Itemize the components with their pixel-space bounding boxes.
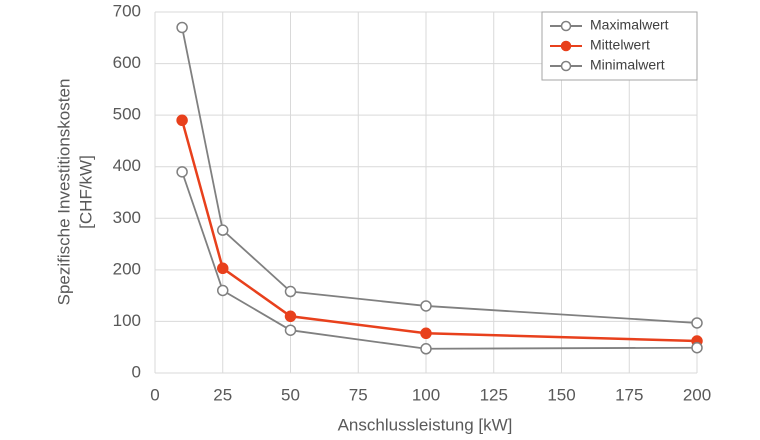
data-point — [691, 341, 703, 354]
x-tick-label: 100 — [412, 385, 440, 404]
data-point — [176, 166, 188, 178]
data-point — [420, 343, 432, 355]
plot — [176, 21, 703, 355]
y-tick-label: 0 — [132, 362, 141, 381]
x-axis-label: Anschlussleistung [kW] — [338, 415, 513, 434]
legend-label: Mittelwert — [590, 37, 650, 53]
series-line — [181, 171, 698, 350]
legend-marker — [560, 60, 572, 72]
y-tick-label: 700 — [113, 1, 141, 20]
y-tick-label: 400 — [113, 156, 141, 175]
x-tick-label: 0 — [150, 385, 159, 404]
series-line — [180, 119, 698, 343]
y-axis-label: [CHF/kW] — [76, 155, 95, 229]
x-tick-label: 50 — [281, 385, 300, 404]
data-point — [176, 21, 188, 34]
data-point — [284, 285, 297, 298]
legend-label: Maximalwert — [590, 17, 669, 33]
y-tick-label: 100 — [113, 311, 141, 330]
data-point — [284, 310, 297, 323]
data-point — [217, 224, 229, 236]
x-tick-label: 175 — [615, 385, 643, 404]
legend-marker — [560, 20, 572, 32]
y-tick-label: 200 — [113, 259, 141, 278]
y-tick-label: 500 — [113, 105, 141, 124]
data-point — [420, 300, 432, 312]
legend-marker — [560, 40, 572, 52]
x-tick-label: 200 — [683, 385, 711, 404]
data-point — [217, 284, 229, 297]
grid — [154, 11, 698, 374]
data-point — [420, 327, 432, 340]
y-tick-label: 600 — [113, 53, 141, 72]
data-point — [284, 324, 297, 336]
x-tick-label: 75 — [349, 385, 368, 404]
legend: Maximalwert Mittelwert Minimalwert — [541, 11, 698, 81]
y-axis-label: Spezifische Investitionskosten — [54, 79, 73, 306]
data-point — [176, 114, 188, 127]
x-tick-label: 125 — [480, 385, 508, 404]
x-tick-label: 25 — [213, 385, 232, 404]
y-tick-label: 300 — [113, 208, 141, 227]
x-tick-label: 150 — [547, 385, 575, 404]
data-point — [217, 262, 229, 275]
data-point — [691, 317, 703, 329]
legend-label: Minimalwert — [590, 57, 665, 73]
